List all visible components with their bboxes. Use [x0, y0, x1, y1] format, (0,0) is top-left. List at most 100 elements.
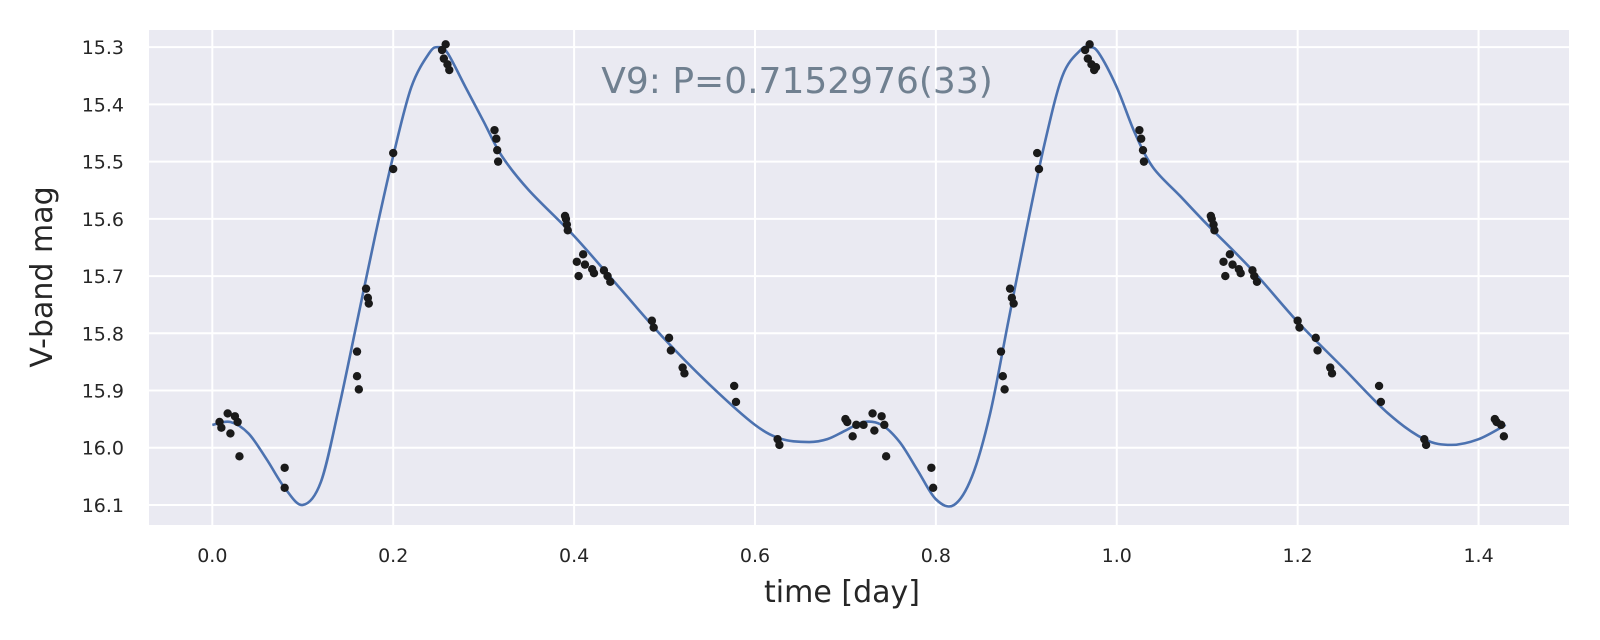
y-tick-label: 15.7 — [82, 266, 124, 288]
x-axis-label: time [day] — [764, 575, 920, 610]
data-point — [664, 333, 674, 343]
y-tick-label: 15.5 — [82, 152, 124, 174]
data-point — [493, 157, 503, 166]
data-point — [492, 134, 501, 143]
data-point — [1376, 397, 1386, 407]
y-tick-label: 16.1 — [82, 495, 124, 517]
y-tick-label: 15.4 — [82, 94, 124, 116]
data-point — [1034, 164, 1044, 174]
data-point — [1138, 145, 1148, 155]
data-point — [1313, 346, 1322, 355]
data-point — [441, 40, 450, 49]
data-point — [574, 271, 583, 281]
data-point — [1421, 440, 1431, 450]
data-point — [1374, 381, 1384, 391]
data-point — [649, 323, 658, 332]
data-point — [775, 440, 784, 450]
x-tick-label: 1.2 — [1283, 545, 1313, 567]
data-point — [364, 299, 373, 308]
y-tick-label: 15.6 — [82, 209, 124, 231]
x-tick-label: 0.0 — [197, 545, 227, 567]
data-point — [389, 164, 398, 174]
data-point — [361, 284, 371, 293]
data-point — [877, 412, 886, 421]
data-point — [352, 372, 362, 381]
period-annotation: V9: P=0.7152976(33) — [601, 61, 993, 102]
data-point — [1327, 369, 1337, 378]
data-point — [927, 463, 936, 472]
y-axis-label: V-band mag — [25, 186, 60, 367]
grid-lines — [149, 30, 1569, 525]
data-point — [280, 483, 289, 493]
y-tick-label: 15.8 — [82, 323, 124, 345]
data-point — [1252, 277, 1262, 286]
observation-points-layer — [215, 40, 1509, 493]
data-point — [843, 417, 852, 427]
data-point — [1225, 250, 1235, 259]
data-point — [1139, 157, 1149, 166]
data-point — [563, 226, 572, 235]
data-point — [998, 372, 1008, 381]
data-point — [1228, 260, 1237, 269]
plot-area-background — [149, 30, 1569, 525]
data-point — [589, 269, 599, 278]
data-point — [280, 463, 289, 472]
data-point — [1085, 40, 1094, 49]
data-point — [1293, 316, 1302, 325]
data-point — [852, 420, 861, 430]
data-point — [235, 452, 244, 461]
data-point — [1032, 148, 1042, 158]
data-point — [352, 347, 362, 356]
data-point — [1136, 134, 1146, 143]
x-tick-label: 0.2 — [378, 545, 408, 567]
data-point — [1091, 62, 1101, 72]
data-point — [1210, 226, 1219, 235]
data-point — [647, 316, 657, 325]
data-point — [490, 125, 499, 135]
y-tick-label: 16.0 — [82, 438, 124, 460]
y-tick-label: 15.3 — [82, 37, 124, 59]
data-point — [1219, 257, 1228, 266]
data-point — [680, 369, 689, 378]
data-point — [729, 381, 739, 391]
x-tick-label: 1.4 — [1463, 545, 1493, 567]
data-point — [572, 257, 582, 266]
x-tick-label: 0.4 — [559, 545, 589, 567]
data-point — [606, 277, 615, 286]
y-tick-label: 15.9 — [82, 381, 124, 403]
data-point — [389, 148, 398, 158]
data-point — [1005, 284, 1015, 293]
data-point — [996, 347, 1006, 356]
y-tick-labels: 15.3 15.4 15.5 15.6 15.7 15.8 15.9 16.0 16.1 — [82, 37, 124, 517]
data-point — [1080, 45, 1090, 55]
data-point — [226, 429, 235, 438]
data-point — [217, 423, 226, 432]
data-point — [578, 250, 588, 259]
data-point — [493, 145, 502, 155]
data-point — [580, 260, 590, 269]
data-point — [1496, 420, 1506, 430]
data-point — [1221, 271, 1230, 281]
data-point — [1135, 125, 1144, 135]
data-point — [354, 385, 364, 394]
data-point — [233, 417, 242, 427]
data-point — [870, 426, 879, 435]
data-point — [848, 432, 857, 441]
data-point — [1295, 323, 1304, 332]
data-point — [880, 420, 889, 430]
x-tick-label: 1.0 — [1102, 545, 1132, 567]
data-point — [1236, 269, 1245, 278]
data-point — [445, 65, 454, 75]
data-point — [868, 409, 877, 418]
x-tick-label: 0.8 — [921, 545, 951, 567]
x-tick-labels: 0.0 0.2 0.4 0.6 0.8 1.0 1.2 1.4 — [197, 545, 1493, 567]
data-point — [881, 452, 891, 461]
data-point — [1000, 385, 1009, 394]
x-tick-label: 0.6 — [740, 545, 770, 567]
data-point — [1311, 333, 1320, 343]
data-point — [731, 397, 741, 407]
data-point — [1009, 299, 1018, 308]
data-point — [666, 346, 676, 355]
data-point — [928, 483, 938, 493]
